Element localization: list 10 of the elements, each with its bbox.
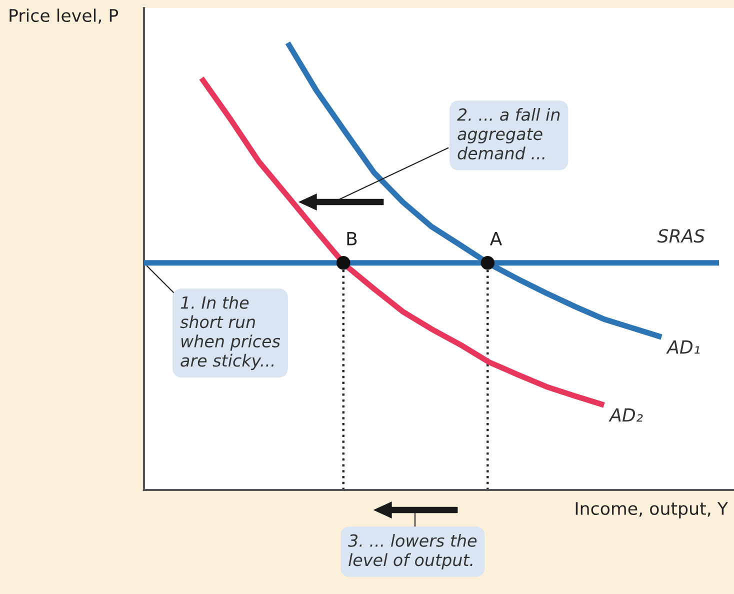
annotation: 2. ... a fall in aggregate demand ... bbox=[457, 108, 560, 160]
series-label: AD₂ bbox=[608, 408, 643, 422]
x-axis-title: Income, output, Y bbox=[576, 502, 728, 518]
annotation: 1. In the short run when prices are sticky... bbox=[180, 296, 280, 370]
series-label: AD₁ bbox=[666, 340, 700, 354]
annotation: A bbox=[490, 232, 502, 246]
series-label: SRAS bbox=[657, 229, 705, 243]
text: 3. ... lowers the level of output. bbox=[348, 534, 477, 570]
y-axis-title: Price level, P bbox=[10, 8, 118, 24]
annotation: B bbox=[347, 232, 357, 246]
